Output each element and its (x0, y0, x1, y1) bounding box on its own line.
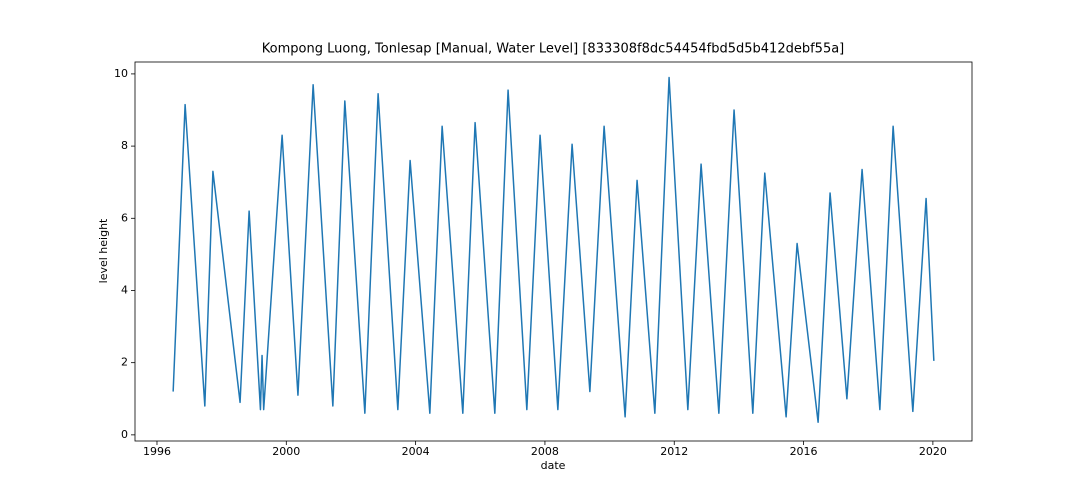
y-axis-label: level height (97, 218, 110, 283)
x-tick-label: 2020 (919, 445, 947, 458)
y-tick-label: 8 (121, 139, 128, 152)
y-tick-label: 2 (121, 356, 128, 369)
x-tick-label: 2008 (531, 445, 559, 458)
data-line (172, 76, 935, 423)
y-tick-label: 6 (121, 211, 128, 224)
plot-frame (134, 61, 973, 442)
chart-title: Kompong Luong, Tonlesap [Manual, Water L… (262, 42, 845, 57)
x-tick-label: 2016 (790, 445, 818, 458)
y-tick-label: 4 (121, 283, 128, 296)
y-tick-label: 10 (114, 67, 128, 80)
x-tick-label: 1996 (143, 445, 171, 458)
x-tick-label: 2000 (272, 445, 300, 458)
x-axis-label: date (541, 459, 566, 472)
x-tick-label: 2012 (660, 445, 688, 458)
y-tick-label: 0 (121, 428, 128, 441)
x-tick-label: 2004 (402, 445, 430, 458)
